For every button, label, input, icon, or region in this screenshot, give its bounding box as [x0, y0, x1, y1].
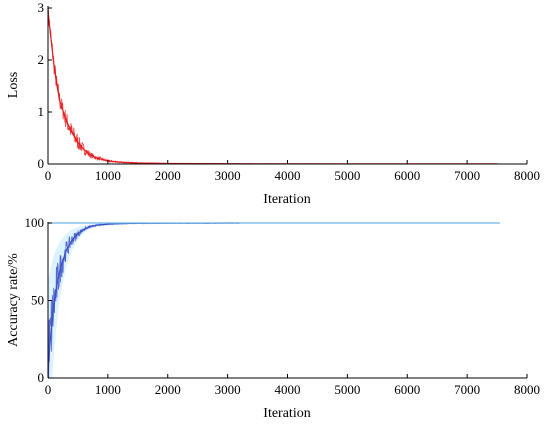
- loss-x-tick-label: 6000: [394, 168, 420, 183]
- loss-x-tick-label: 4000: [275, 168, 301, 183]
- accuracy-series-line-0: [47, 222, 240, 371]
- loss-series-line-0: [47, 10, 498, 165]
- accuracy-variance-haze: [48, 223, 120, 378]
- loss-y-ticks: 0 1 2 3: [38, 0, 52, 171]
- loss-x-tick-label: 8000: [514, 168, 540, 183]
- loss-y-tick-label: 3: [38, 0, 45, 15]
- loss-y-axis-title: Loss: [6, 72, 21, 98]
- accuracy-y-tick-label: 50: [31, 293, 44, 308]
- loss-y-tick-label: 1: [38, 104, 45, 119]
- loss-noise-trace: [47, 7, 498, 165]
- loss-x-tick-label: 7000: [454, 168, 480, 183]
- loss-x-tick-label: 5000: [334, 168, 360, 183]
- loss-noise-band: [47, 7, 498, 165]
- accuracy-x-tick-label: 6000: [394, 382, 420, 397]
- accuracy-x-tick-label: 7000: [454, 382, 480, 397]
- accuracy-x-tick-label: 2000: [155, 382, 181, 397]
- loss-x-axis-title: Iteration: [263, 192, 310, 207]
- loss-x-tick-label: 0: [45, 168, 52, 183]
- accuracy-x-tick-label: 4000: [275, 382, 301, 397]
- accuracy-y-tick-label: 0: [38, 370, 45, 385]
- accuracy-y-tick-label: 100: [25, 215, 45, 230]
- accuracy-x-tick-label: 5000: [334, 382, 360, 397]
- accuracy-x-axis-title: Iteration: [263, 406, 310, 421]
- accuracy-x-ticks: 0 1000 2000 3000 4000 5000 6000 7000 8000: [45, 374, 540, 397]
- loss-x-tick-label: 2000: [155, 168, 181, 183]
- accuracy-x-tick-label: 3000: [215, 382, 241, 397]
- accuracy-noise-band: [47, 222, 240, 379]
- loss-series-group: [47, 10, 498, 165]
- loss-y-tick-label: 0: [38, 156, 45, 171]
- loss-x-tick-label: 1000: [95, 168, 121, 183]
- accuracy-series-group: [47, 222, 501, 371]
- accuracy-chart: 0 1000 2000 3000 4000 5000 6000 7000 8000 0 50 100…: [6, 215, 540, 421]
- loss-x-ticks: 0 1000 2000 3000 4000 5000 6000 7000 8000: [45, 160, 540, 183]
- loss-y-tick-label: 2: [38, 52, 45, 67]
- loss-x-tick-label: 3000: [215, 168, 241, 183]
- accuracy-x-tick-label: 0: [45, 382, 52, 397]
- accuracy-x-tick-label: 8000: [514, 382, 540, 397]
- accuracy-y-ticks: 0 50 100: [25, 215, 52, 385]
- accuracy-noise-trace: [47, 222, 240, 379]
- accuracy-y-axis-title: Accuracy rate/%: [6, 253, 21, 347]
- loss-chart: 0 1000 2000 3000 4000 5000 6000 7000 8000 0 1 2 3 I…: [6, 0, 540, 207]
- accuracy-x-tick-label: 1000: [95, 382, 121, 397]
